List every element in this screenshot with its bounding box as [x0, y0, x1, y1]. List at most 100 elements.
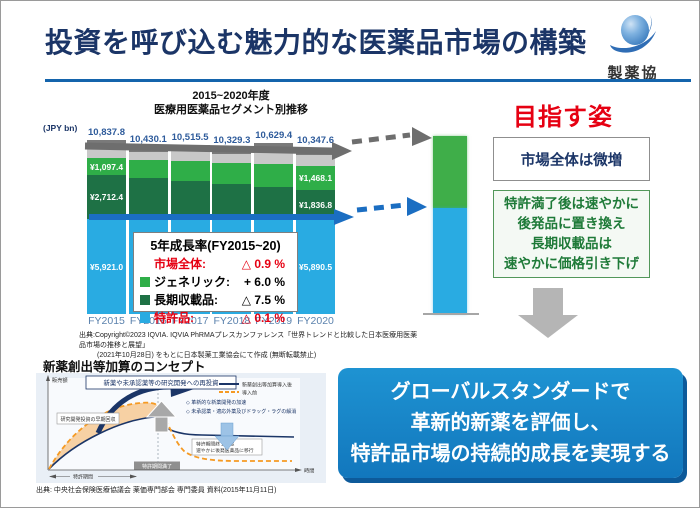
bar-segment-FY2020-other_light	[296, 155, 335, 167]
bar-segment-FY2017-longterm	[170, 181, 210, 219]
bar-segment-FY2015-longterm	[87, 175, 126, 219]
globe-icon	[610, 15, 656, 53]
chart-source: 出典:Copyright©2023 IQVIA. IQVIA PhRMAプレスカ…	[79, 331, 424, 361]
growth-row-label: 長期収載品:	[154, 293, 218, 307]
growth-rate-box: 5年成長率(FY2015~20) 市場全体: △ 0.9 % ジェネリック: +…	[133, 232, 298, 325]
growth-row-value: + 6.0 %	[243, 274, 285, 289]
bar-segment-FY2016-longterm	[128, 178, 168, 219]
future-bar-generic-segment	[433, 136, 467, 208]
x-axis-tick-label: FY2019	[255, 315, 293, 327]
longterm-square-icon	[140, 294, 150, 305]
segment-value-label: ¥5,921.0	[89, 261, 124, 272]
bar-segment-FY2020-other_dark	[296, 147, 335, 156]
future-bar-patent-segment	[433, 208, 467, 314]
growth-row-value: △ 7.5 %	[241, 292, 285, 307]
conclusion-line: グローバルスタンダードで	[390, 380, 631, 403]
growth-row-longterm: 長期収載品: △ 7.5 %	[140, 291, 297, 308]
jpma-logo: 製薬協	[597, 11, 669, 82]
bar-segment-FY2015-generic	[87, 157, 126, 176]
segment-value-label: ¥5,890.5	[298, 261, 333, 272]
page-title: 投資を呼び込む魅力的な医薬品市場の構築	[45, 27, 587, 58]
patent-period-arrow-right	[130, 474, 137, 479]
bar-total-label: 10,629.4	[255, 130, 293, 142]
big-down-arrow-head	[518, 315, 578, 338]
chart-title: 2015~2020年度 医療用医薬品セグメント別推移	[116, 90, 346, 118]
bar-segment-FY2015-other_light	[87, 147, 126, 158]
generic-shift-arrow-head	[214, 435, 240, 451]
generic-square-icon	[140, 276, 150, 287]
bar-segment-FY2016-other_light	[128, 151, 168, 160]
bar-segment-FY2016-other_dark	[128, 146, 168, 152]
recover-box-text: 研究開発投資の早期回収	[60, 416, 115, 423]
x-axis-tick-label: FY2017	[171, 315, 209, 327]
x-axis-tick-label: FY2018	[213, 315, 251, 327]
bar-segment-FY2019-other_dark	[254, 143, 294, 152]
expiry-axis-box-text: 特許期間満了	[142, 463, 172, 470]
concept-diagram: 新薬や未承認薬等の研究開発への再投資 研究開発投資の早期回収 ◇ 革新的な新薬開…	[36, 373, 326, 483]
bar-total-label: 10,515.5	[171, 132, 209, 144]
future-bar-baseline	[423, 313, 479, 315]
growth-row-generic: ジェネリック: + 6.0 %	[140, 273, 297, 290]
bar-segment-FY2017-generic	[170, 161, 210, 182]
chart-source-line2: (2021年10月28日) をもとに日本製薬工業協会にて作成 (無断転載禁止)	[97, 352, 317, 360]
bar-segment-FY2019-longterm	[254, 186, 294, 220]
segment-value-label: ¥1,468.1	[298, 173, 333, 184]
bar-segment-FY2017-other_dark	[170, 145, 210, 152]
goal-box-generic: 特許満了後は速やかに 後発品に置き換え 長期収載品は 速やかに価格引き下げ	[493, 190, 650, 278]
growth-box-title: 5年成長率(FY2015~20)	[150, 239, 281, 253]
bar-segment-FY2019-generic	[254, 164, 294, 187]
bullet-druglag: ◇ 未承認薬・適応外薬及びドラッグ・ラグの解消	[186, 408, 296, 415]
concept-heading: 新薬創出等加算のコンセプト	[43, 360, 206, 374]
reinvest-box-text: 新薬や未承認薬等の研究開発への再投資	[103, 378, 219, 387]
bar-total-label: 10,837.8	[88, 127, 125, 138]
reinvest-box	[85, 375, 237, 390]
bar-segment-FY2018-longterm	[212, 184, 252, 220]
goal-box-generic-line: 速やかに価格引き下げ	[504, 256, 639, 272]
bar-total-label: 10,347.6	[297, 134, 334, 146]
bar-segment-FY2019-other_light	[254, 151, 294, 165]
chart-title-line1: 2015~2020年度	[192, 90, 270, 102]
goal-box-generic-line: 特許満了後は速やかに	[504, 195, 639, 211]
goal-box-generic-line: 後発品に置き換え	[517, 215, 626, 231]
legend-after-label: 新薬創出等加算導入後	[242, 382, 292, 389]
bar-segment-FY2020-generic	[296, 166, 335, 190]
conclusion-line: 特許品市場の持続的成長を実現する	[350, 442, 671, 465]
growth-row-value: △ 0.9 %	[241, 256, 285, 271]
growth-row-market: 市場全体: △ 0.9 %	[140, 255, 297, 272]
conclusion-message-box: グローバルスタンダードで 革新的新薬を評価し、 特許品市場の持続的成長を実現する	[338, 368, 683, 478]
concept-source: 出典: 中央社会保険医療協議会 薬価専門部会 専門委員 資料(2015年11月1…	[36, 487, 277, 494]
x-axis-tick-label: FY2020	[297, 315, 334, 327]
growth-row-patent: 特許品: △ 0.1 %	[140, 309, 297, 326]
bar-segment-FY2017-other_light	[170, 151, 210, 161]
logo-text: 製薬協	[607, 65, 659, 82]
goal-heading: 目指す姿	[513, 104, 613, 131]
bar-segment-FY2018-other_dark	[212, 148, 252, 154]
legend-before-label: 導入前	[242, 390, 257, 397]
goal-box-market: 市場全体は微増	[493, 137, 650, 181]
bar-segment-FY2015-patent	[87, 218, 126, 314]
bullet-accelerate: ◇ 革新的な新薬開発の加速	[186, 399, 246, 406]
segment-value-label: ¥2,712.4	[89, 192, 124, 203]
bar-segment-FY2018-generic	[212, 162, 252, 184]
patent-square-icon	[140, 312, 150, 323]
x-axis-arrowhead	[295, 468, 302, 472]
x-axis-tick-label: FY2015	[88, 315, 125, 327]
goal-box-generic-line: 長期収載品は	[531, 236, 612, 251]
chart-title-line2: 医療用医薬品セグメント別推移	[154, 103, 308, 116]
big-down-arrow-stem	[533, 288, 563, 315]
chart-source-line1: 出典:Copyright©2023 IQVIA. IQVIA PhRMAプレスカ…	[79, 332, 418, 350]
growth-row-label: 市場全体:	[154, 257, 206, 271]
bar-segment-FY2015-other_dark	[87, 140, 126, 148]
growth-row-value: △ 0.1 %	[241, 310, 285, 325]
curve-gap-fill	[49, 402, 160, 469]
bar-segment-FY2020-patent	[296, 219, 335, 314]
patent-period-label: 特許期間	[73, 474, 93, 481]
segment-value-label: ¥1,836.8	[298, 199, 333, 210]
chart-unit-label: (JPY bn)	[43, 123, 78, 133]
bar-total-label: 10,430.1	[129, 133, 167, 145]
bar-segment-FY2018-other_light	[212, 153, 252, 163]
segment-value-label: ¥1,097.4	[89, 161, 124, 172]
y-axis-arrowhead	[46, 375, 50, 381]
